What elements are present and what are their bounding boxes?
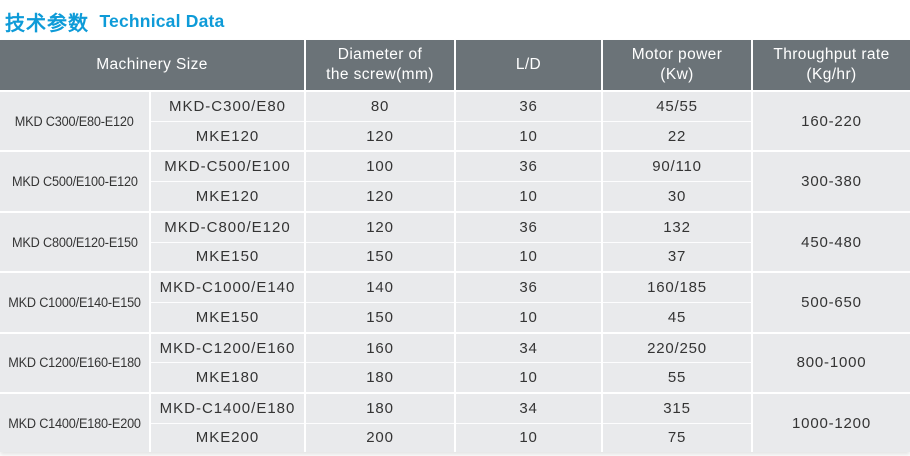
model-cell: MKD-C1400/E180 [149, 392, 306, 424]
diameter-cell: 180 [304, 392, 456, 424]
motor-power-cell: 75 [601, 422, 753, 452]
machinery-size-cell: MKD C500/E100-E120 [0, 150, 151, 212]
throughput-cell: 500-650 [751, 271, 910, 333]
ld-cell: 10 [454, 302, 603, 333]
table-row: MKD C1200/E160-E180 MKD-C1200/E160 160 3… [0, 331, 910, 394]
ld-cell: 10 [454, 362, 603, 394]
diameter-cell: 120 [304, 181, 456, 212]
ld-cell: 10 [454, 422, 603, 452]
model-cell: MKE120 [149, 120, 306, 152]
motor-power-cell: 55 [601, 362, 753, 394]
machinery-size-cell: MKD C1000/E140-E150 [0, 271, 151, 333]
diameter-cell: 160 [304, 331, 456, 363]
motor-power-cell: 45/55 [601, 89, 753, 122]
table-row: MKD C1400/E180-E200 MKD-C1400/E180 180 3… [0, 392, 910, 452]
diameter-cell: 150 [304, 241, 456, 273]
model-cell: MKE180 [149, 362, 306, 394]
throughput-cell: 450-480 [751, 210, 910, 273]
motor-power-cell: 90/110 [601, 150, 753, 182]
table-row: MKD C300/E80-E120 MKD-C300/E80 80 36 45/… [0, 89, 910, 152]
model-cell: MKD-C300/E80 [149, 89, 306, 122]
page-title-english: Technical Data [99, 11, 225, 31]
header-throughput-rate: Throughput rate (Kg/hr) [751, 40, 910, 91]
throughput-cell: 800-1000 [751, 331, 910, 394]
model-cell: MKD-C1200/E160 [149, 331, 306, 363]
table-row: MKE150 150 10 37 [0, 241, 910, 273]
model-cell: MKE120 [149, 181, 306, 212]
motor-power-cell: 160/185 [601, 271, 753, 303]
table-row: MKE200 200 10 75 [0, 422, 910, 452]
motor-power-cell: 45 [601, 302, 753, 333]
throughput-cell: 1000-1200 [751, 392, 910, 452]
ld-cell: 10 [454, 120, 603, 152]
table-row: MKE180 180 10 55 [0, 362, 910, 394]
model-cell: MKE150 [149, 302, 306, 333]
motor-power-cell: 30 [601, 181, 753, 212]
motor-power-cell: 220/250 [601, 331, 753, 363]
motor-power-cell: 315 [601, 392, 753, 424]
table-body: MKD C300/E80-E120 MKD-C300/E80 80 36 45/… [0, 89, 910, 452]
table-row: MKE120 120 10 30 [0, 181, 910, 212]
motor-power-cell: 37 [601, 241, 753, 273]
table-row: MKE150 150 10 45 [0, 302, 910, 333]
ld-cell: 34 [454, 331, 603, 363]
diameter-cell: 200 [304, 422, 456, 452]
header-motor-power: Motor power (Kw) [601, 40, 753, 91]
ld-cell: 36 [454, 150, 603, 182]
ld-cell: 10 [454, 181, 603, 212]
diameter-cell: 120 [304, 210, 456, 243]
ld-cell: 34 [454, 392, 603, 424]
model-cell: MKD-C1000/E140 [149, 271, 306, 303]
throughput-cell: 160-220 [751, 89, 910, 152]
table-header: Machinery Size Diameter of the screw(mm)… [0, 40, 910, 91]
model-cell: MKE150 [149, 241, 306, 273]
diameter-cell: 180 [304, 362, 456, 394]
header-ld-ratio: L/D [454, 40, 603, 91]
table-row: MKD C800/E120-E150 MKD-C800/E120 120 36 … [0, 210, 910, 273]
table-row: MKE120 120 10 22 [0, 120, 910, 152]
header-machinery-size: Machinery Size [0, 40, 306, 91]
table-header-row: Machinery Size Diameter of the screw(mm)… [0, 40, 910, 91]
ld-cell: 36 [454, 89, 603, 122]
diameter-cell: 140 [304, 271, 456, 303]
ld-cell: 36 [454, 271, 603, 303]
page-title-chinese: 技术参数 [5, 13, 89, 35]
header-screw-diameter: Diameter of the screw(mm) [304, 40, 456, 91]
diameter-cell: 100 [304, 150, 456, 182]
page-title: 技术参数 Technical Data [0, 0, 910, 40]
ld-cell: 36 [454, 210, 603, 243]
diameter-cell: 150 [304, 302, 456, 333]
table-row: MKD C1000/E140-E150 MKD-C1000/E140 140 3… [0, 271, 910, 333]
diameter-cell: 80 [304, 89, 456, 122]
throughput-cell: 300-380 [751, 150, 910, 212]
machinery-size-cell: MKD C300/E80-E120 [0, 89, 151, 152]
motor-power-cell: 132 [601, 210, 753, 243]
model-cell: MKD-C800/E120 [149, 210, 306, 243]
machinery-size-cell: MKD C1400/E180-E200 [0, 392, 151, 452]
technical-data-table: Machinery Size Diameter of the screw(mm)… [0, 40, 910, 452]
ld-cell: 10 [454, 241, 603, 273]
machinery-size-cell: MKD C1200/E160-E180 [0, 331, 151, 394]
table-row: MKD C500/E100-E120 MKD-C500/E100 100 36 … [0, 150, 910, 212]
machinery-size-cell: MKD C800/E120-E150 [0, 210, 151, 273]
motor-power-cell: 22 [601, 120, 753, 152]
model-cell: MKD-C500/E100 [149, 150, 306, 182]
diameter-cell: 120 [304, 120, 456, 152]
model-cell: MKE200 [149, 422, 306, 452]
